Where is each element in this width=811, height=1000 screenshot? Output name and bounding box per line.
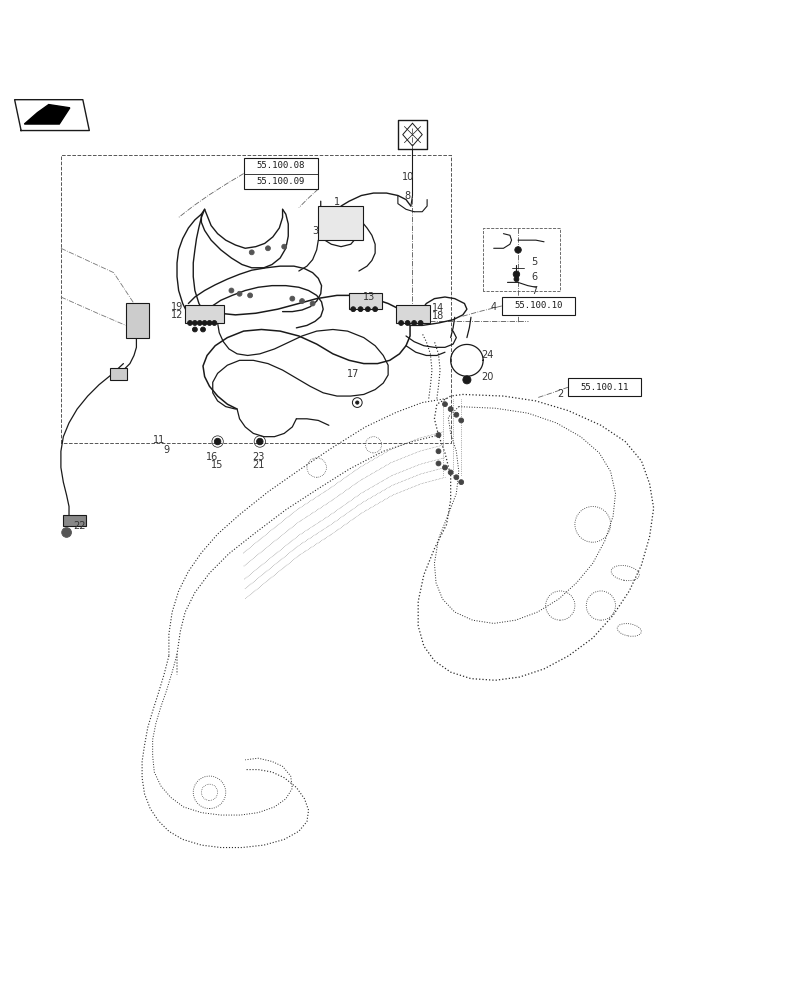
Text: 6: 6 bbox=[530, 272, 537, 282]
Circle shape bbox=[448, 407, 453, 411]
Circle shape bbox=[62, 528, 71, 537]
Circle shape bbox=[202, 321, 207, 325]
Bar bbox=[185, 305, 224, 323]
Text: 19: 19 bbox=[170, 302, 183, 312]
Circle shape bbox=[411, 321, 416, 325]
Circle shape bbox=[290, 296, 294, 301]
Bar bbox=[109, 368, 127, 380]
Text: 12: 12 bbox=[170, 310, 183, 320]
Circle shape bbox=[448, 470, 453, 475]
Polygon shape bbox=[24, 105, 70, 124]
Circle shape bbox=[513, 271, 519, 278]
Circle shape bbox=[207, 321, 212, 325]
Text: 13: 13 bbox=[363, 292, 375, 302]
Bar bbox=[126, 303, 148, 338]
Circle shape bbox=[200, 327, 205, 332]
Circle shape bbox=[365, 307, 370, 312]
Text: 17: 17 bbox=[346, 369, 359, 379]
Circle shape bbox=[436, 449, 440, 454]
Circle shape bbox=[513, 277, 518, 282]
Circle shape bbox=[229, 288, 234, 293]
Circle shape bbox=[458, 480, 463, 485]
Circle shape bbox=[192, 327, 197, 332]
Circle shape bbox=[418, 321, 423, 325]
Text: 4: 4 bbox=[490, 302, 496, 312]
Bar bbox=[63, 515, 86, 526]
Circle shape bbox=[442, 465, 447, 470]
Bar bbox=[243, 158, 318, 189]
Text: 2: 2 bbox=[556, 389, 563, 399]
Text: 10: 10 bbox=[401, 172, 414, 182]
Text: 55.100.09: 55.100.09 bbox=[256, 177, 305, 186]
Circle shape bbox=[281, 244, 286, 249]
Circle shape bbox=[192, 321, 197, 325]
Circle shape bbox=[453, 475, 458, 480]
Circle shape bbox=[299, 299, 304, 303]
Text: 55.100.11: 55.100.11 bbox=[580, 383, 629, 392]
Circle shape bbox=[212, 321, 217, 325]
Text: 15: 15 bbox=[211, 460, 224, 470]
Text: 23: 23 bbox=[251, 452, 264, 462]
Text: 1: 1 bbox=[333, 197, 340, 207]
Circle shape bbox=[197, 321, 202, 325]
Bar bbox=[349, 293, 381, 309]
Text: 9: 9 bbox=[163, 445, 169, 455]
Circle shape bbox=[372, 307, 377, 312]
Circle shape bbox=[249, 250, 254, 255]
Text: 5: 5 bbox=[530, 257, 537, 267]
Text: 55.100.10: 55.100.10 bbox=[513, 301, 562, 310]
Text: 14: 14 bbox=[431, 303, 444, 313]
Bar bbox=[501, 297, 574, 315]
Text: 22: 22 bbox=[73, 521, 86, 531]
Circle shape bbox=[256, 438, 263, 445]
Circle shape bbox=[436, 433, 440, 437]
Circle shape bbox=[310, 301, 315, 306]
Circle shape bbox=[458, 418, 463, 423]
Circle shape bbox=[405, 321, 410, 325]
Circle shape bbox=[398, 321, 403, 325]
Circle shape bbox=[265, 246, 270, 251]
Text: 16: 16 bbox=[205, 452, 218, 462]
Circle shape bbox=[247, 293, 252, 298]
Text: 7: 7 bbox=[530, 286, 537, 296]
Text: 21: 21 bbox=[251, 460, 264, 470]
Circle shape bbox=[237, 291, 242, 296]
Text: 20: 20 bbox=[480, 372, 493, 382]
Bar bbox=[568, 378, 641, 396]
Circle shape bbox=[355, 401, 358, 404]
Circle shape bbox=[453, 412, 458, 417]
Text: 3: 3 bbox=[311, 226, 318, 236]
Circle shape bbox=[442, 402, 447, 407]
Circle shape bbox=[514, 247, 521, 253]
Circle shape bbox=[462, 376, 470, 384]
Circle shape bbox=[214, 438, 221, 445]
Bar bbox=[396, 305, 430, 323]
Circle shape bbox=[350, 307, 355, 312]
Text: 55.100.08: 55.100.08 bbox=[256, 161, 305, 170]
Circle shape bbox=[187, 321, 192, 325]
Text: 24: 24 bbox=[480, 350, 493, 360]
Bar bbox=[318, 206, 363, 240]
Text: 8: 8 bbox=[404, 191, 410, 201]
Text: 18: 18 bbox=[431, 311, 444, 321]
Text: 11: 11 bbox=[152, 435, 165, 445]
Circle shape bbox=[436, 461, 440, 466]
Circle shape bbox=[358, 307, 363, 312]
